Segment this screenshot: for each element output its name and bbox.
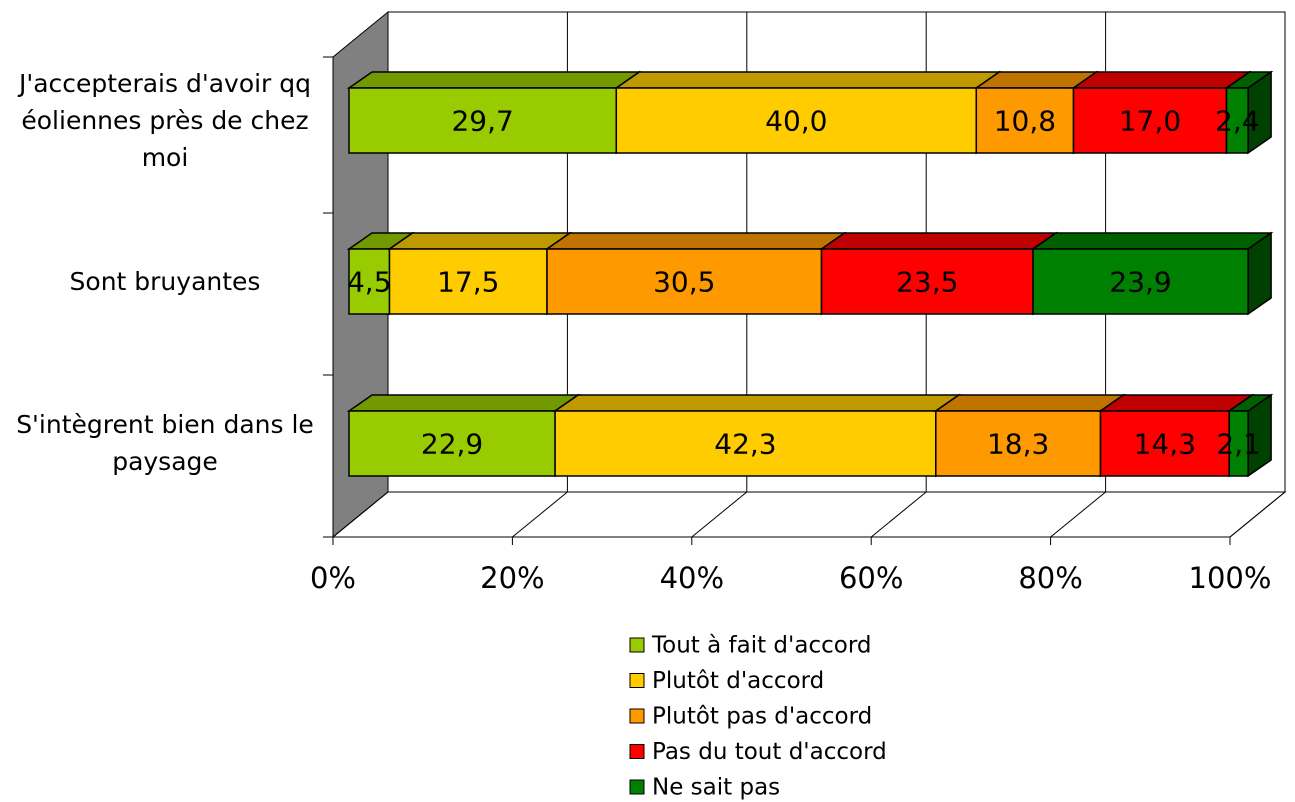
data-label: 2,1 bbox=[1216, 428, 1261, 461]
data-label: 17,0 bbox=[1119, 105, 1181, 138]
bar-top bbox=[544, 232, 847, 250]
floor-grid-line bbox=[332, 491, 389, 538]
bar-top bbox=[1098, 394, 1255, 412]
bar-top bbox=[346, 394, 581, 412]
data-label: 30,5 bbox=[653, 266, 715, 299]
bar-top bbox=[346, 71, 642, 89]
data-label: 22,9 bbox=[421, 428, 483, 461]
data-label: 10,8 bbox=[994, 105, 1056, 138]
legend-label: Ne sait pas bbox=[652, 775, 780, 801]
bar bbox=[935, 410, 1102, 477]
floor-grid-line bbox=[512, 491, 568, 538]
bar-top bbox=[552, 394, 962, 412]
legend-swatch bbox=[629, 779, 645, 795]
bar bbox=[554, 410, 937, 477]
x-tick-label: 20% bbox=[480, 561, 544, 595]
x-tick-label: 60% bbox=[839, 561, 903, 595]
data-label: 17,5 bbox=[437, 266, 499, 299]
bar bbox=[820, 248, 1034, 315]
data-label: 14,3 bbox=[1134, 428, 1196, 461]
bar bbox=[1228, 410, 1249, 477]
x-tick-label: 80% bbox=[1018, 561, 1082, 595]
bar bbox=[1032, 248, 1249, 315]
floor-grid-line bbox=[1229, 491, 1286, 538]
floor-grid-line bbox=[691, 491, 748, 538]
bar-top bbox=[1071, 71, 1252, 89]
legend-swatch bbox=[629, 708, 645, 724]
data-label: 18,3 bbox=[987, 428, 1049, 461]
legend-swatch bbox=[629, 673, 645, 688]
bar bbox=[348, 410, 556, 477]
bar bbox=[975, 87, 1075, 154]
bar-top bbox=[387, 232, 573, 250]
bar bbox=[1225, 87, 1249, 154]
data-label: 4,5 bbox=[347, 266, 392, 299]
bar bbox=[615, 87, 978, 154]
bar bbox=[348, 87, 618, 154]
bar bbox=[1072, 87, 1228, 154]
floor-grid-line bbox=[870, 491, 927, 538]
data-label: 29,7 bbox=[451, 105, 513, 138]
legend-swatch bbox=[629, 637, 645, 653]
legend-label: Plutôt pas d'accord bbox=[652, 704, 872, 730]
bar-top bbox=[933, 394, 1126, 412]
x-tick-label: 100% bbox=[1189, 561, 1272, 595]
category-label: Sont bruyantes bbox=[69, 266, 261, 296]
legend-label: Pas du tout d'accord bbox=[652, 739, 887, 765]
category-label: S'intègrent bien dans le paysage bbox=[16, 410, 314, 476]
category-label: J'accepterais d'avoir qq éoliennes près … bbox=[18, 68, 312, 172]
data-label: 23,9 bbox=[1109, 266, 1171, 299]
bar-top bbox=[1030, 232, 1274, 250]
bar bbox=[1099, 410, 1230, 477]
bar bbox=[388, 248, 548, 315]
data-label: 2,4 bbox=[1215, 105, 1260, 138]
legend-label: Plutôt d'accord bbox=[652, 668, 824, 694]
data-label: 40,0 bbox=[765, 105, 827, 138]
data-label: 42,3 bbox=[714, 428, 776, 461]
floor bbox=[331, 491, 1287, 538]
bar-top bbox=[819, 232, 1059, 250]
bar-top bbox=[613, 71, 1002, 89]
data-label: 23,5 bbox=[896, 266, 958, 299]
x-tick-label: 0% bbox=[310, 561, 356, 595]
floor-grid-line bbox=[1050, 491, 1106, 538]
legend-swatch bbox=[629, 744, 645, 759]
x-tick-label: 40% bbox=[660, 561, 724, 595]
legend-label: Tout à fait d'accord bbox=[651, 633, 871, 659]
